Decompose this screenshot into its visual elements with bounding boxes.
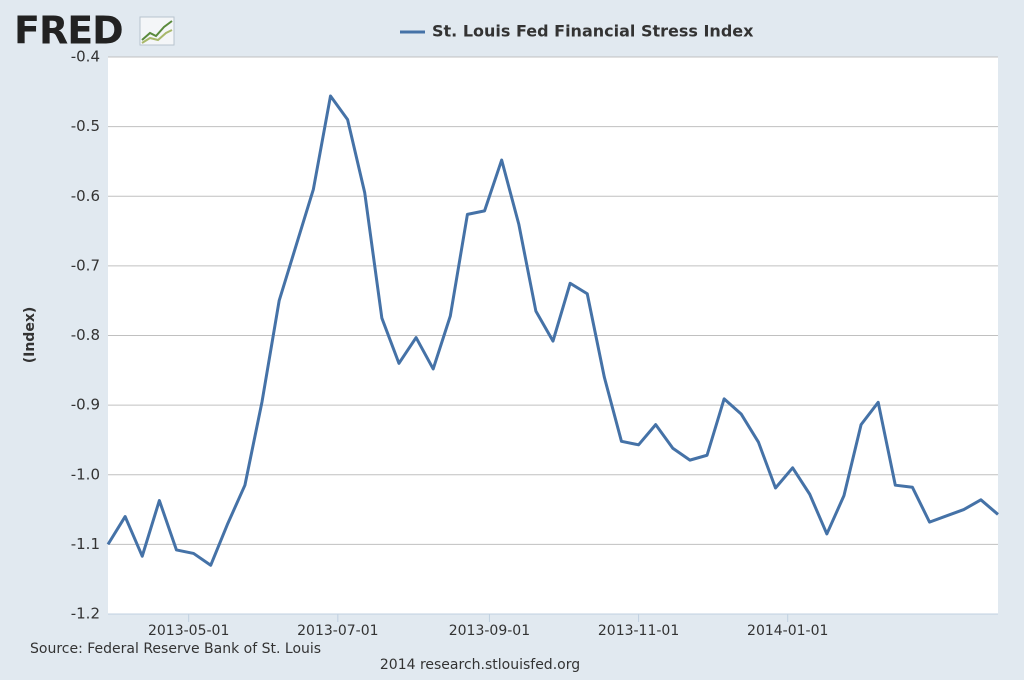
x-tick-label: 2013-09-01 bbox=[449, 623, 530, 639]
x-tick-label: 2013-11-01 bbox=[598, 623, 679, 639]
y-tick-label: -1.1 bbox=[71, 535, 100, 553]
credit: 2014 research.stlouisfed.org bbox=[380, 657, 580, 673]
y-tick-label: -1.2 bbox=[71, 605, 100, 623]
source: Source: Federal Reserve Bank of St. Loui… bbox=[30, 641, 321, 657]
y-tick-label: -0.4 bbox=[71, 48, 100, 66]
y-tick-label: -0.7 bbox=[71, 256, 100, 274]
logo-icon bbox=[139, 16, 175, 46]
x-tick-label: 2014-01-01 bbox=[747, 623, 828, 639]
series-line bbox=[106, 94, 999, 567]
legend-label: St. Louis Fed Financial Stress Index bbox=[432, 22, 754, 41]
y-tick-label: -0.5 bbox=[71, 117, 100, 135]
x-tick-label: 2013-07-01 bbox=[297, 623, 378, 639]
y-tick-label: -0.6 bbox=[71, 187, 100, 205]
y-axis-label: (Index) bbox=[22, 307, 38, 364]
x-tick-label: 2013-05-01 bbox=[148, 623, 229, 639]
y-tick-label: -0.9 bbox=[71, 396, 100, 414]
y-tick-label: -0.8 bbox=[71, 326, 100, 344]
logo: FRED bbox=[14, 9, 123, 53]
y-tick-label: -1.0 bbox=[71, 465, 100, 483]
